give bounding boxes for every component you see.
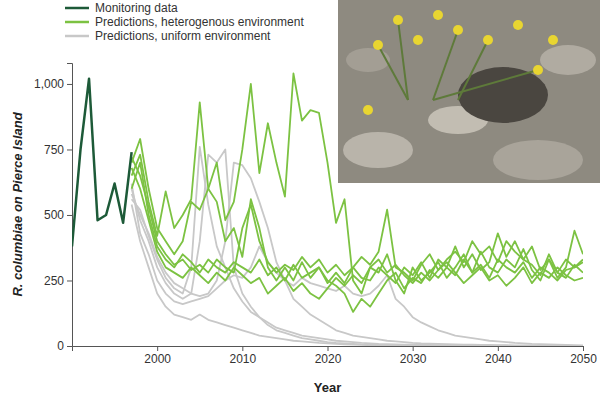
photo-detail [373, 40, 383, 50]
legend-swatch [65, 7, 89, 10]
tick-mark [67, 215, 72, 216]
photo-detail [398, 20, 408, 100]
tick-mark [328, 346, 329, 351]
series-line [132, 73, 583, 293]
tick: 250 [44, 274, 72, 288]
photo-detail [493, 140, 583, 180]
chart: 2000 2010 2020 2030 2040 2050 0 250 500 750 1,000 Y… [0, 0, 600, 397]
tick: 2050 [570, 346, 597, 366]
legend-swatch [65, 35, 89, 38]
tick-label: 2020 [315, 352, 342, 366]
photo-detail [513, 20, 523, 30]
x-axis-title: Year [314, 380, 341, 395]
tick-mark [67, 346, 72, 347]
photo-detail [346, 48, 390, 72]
tick-label: 500 [44, 208, 64, 222]
tick: 500 [44, 208, 72, 222]
tick-mark [583, 346, 584, 351]
y-axis: 0 250 500 750 1,000 [34, 64, 73, 354]
photo-detail [548, 35, 558, 45]
axis-line [73, 347, 584, 352]
tick-label: 250 [44, 274, 64, 288]
tick: 750 [44, 143, 72, 157]
series-line [132, 163, 583, 346]
tick-mark [498, 346, 499, 351]
tick-label: 750 [44, 143, 64, 157]
tick: 1,000 [34, 77, 72, 91]
tick-mark [67, 149, 72, 150]
tick-mark [67, 84, 72, 85]
photo-inset [338, 0, 600, 183]
tick: 2020 [315, 346, 342, 366]
photo-detail [393, 15, 403, 25]
tick-label: 1,000 [34, 77, 64, 91]
x-axis: 2000 2010 2020 2030 2040 2050 [73, 346, 598, 366]
series-line [132, 102, 583, 283]
legend-label: Monitoring data [95, 1, 178, 15]
legend-swatch [65, 21, 89, 24]
tick-label: 0 [57, 339, 64, 353]
photo-detail [533, 65, 543, 75]
tick: 2000 [144, 346, 171, 366]
y-axis-title: R. columbiae on Pierce Island [10, 111, 25, 296]
photo-detail [413, 35, 423, 45]
series-line [132, 168, 583, 299]
photo-detail [343, 132, 413, 168]
legend-label: Predictions, uniform environment [95, 29, 271, 43]
tick-label: 2040 [485, 352, 512, 366]
tick-mark [157, 346, 158, 351]
series-line [72, 79, 132, 247]
plot-area [72, 73, 583, 346]
photo-detail [458, 67, 548, 123]
tick-mark [67, 280, 72, 281]
tick: 2040 [485, 346, 512, 366]
tick-mark [413, 346, 414, 351]
photo-detail [433, 70, 538, 100]
axis-line [67, 64, 73, 347]
photo-detail [453, 25, 463, 35]
series-line [132, 149, 583, 346]
tick: 2010 [229, 346, 256, 366]
tick-label: 2000 [144, 352, 171, 366]
photo-detail [433, 10, 443, 20]
photo-detail [483, 35, 493, 45]
photo-background [338, 0, 600, 183]
series-line [132, 147, 583, 346]
photo-detail [363, 105, 373, 115]
legend-label: Predictions, heterogenous environment [95, 15, 304, 29]
photo-detail [433, 30, 458, 100]
photo-detail [540, 45, 596, 75]
tick: 0 [57, 339, 72, 353]
tick-label: 2010 [229, 352, 256, 366]
legend: Monitoring dataPredictions, heterogenous… [65, 1, 304, 43]
series-line [132, 163, 583, 312]
tick-label: 2050 [570, 352, 597, 366]
series-line [132, 157, 583, 280]
tick-mark [242, 346, 243, 351]
photo-detail [378, 45, 408, 100]
tick-label: 2030 [400, 352, 427, 366]
tick: 2030 [400, 346, 427, 366]
